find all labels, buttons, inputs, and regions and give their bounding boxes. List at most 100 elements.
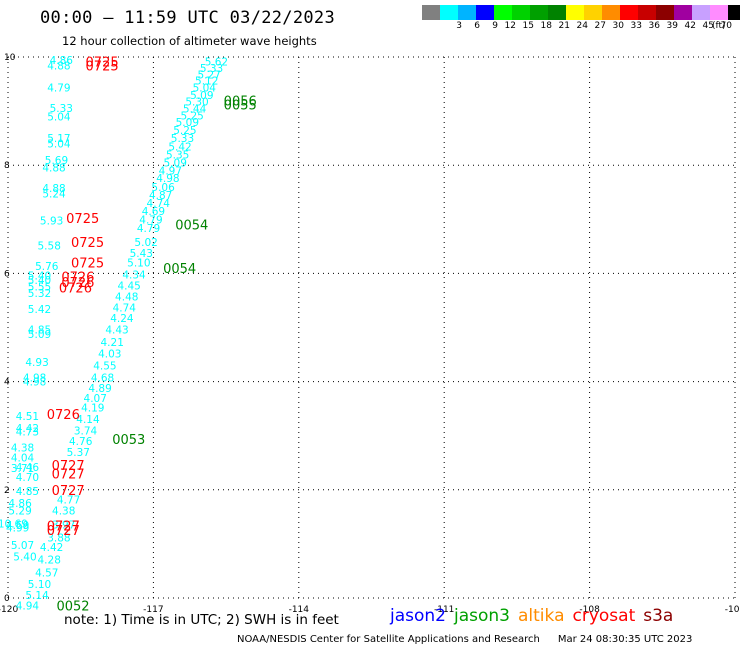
wave-height-value: 4.38 (52, 505, 75, 517)
legend-bin: 9 (476, 5, 498, 31)
wave-height-value: 4.99 (6, 523, 29, 535)
wave-height-value: 4.74 (147, 198, 171, 210)
legend-swatch (458, 5, 476, 20)
legend-label: 21 (558, 21, 570, 31)
x-tick-label: -117 (143, 605, 163, 615)
legend-bin: 42 (674, 5, 696, 31)
legend-bin: 3 (440, 5, 462, 31)
wave-height-value: 4.79 (137, 223, 160, 235)
satellite-jason3: jason3 (454, 606, 510, 626)
y-tick-label: 8 (4, 161, 10, 171)
legend-swatch (602, 5, 620, 20)
legend-swatch (566, 5, 584, 20)
wave-height-value: 5.33 (171, 133, 194, 145)
wave-height-value: 5.76 (35, 261, 59, 273)
wave-height-value: 10.69 (0, 518, 28, 530)
legend-label: 42 (684, 21, 696, 31)
page-title: 00:00 — 11:59 UTC 03/22/2023 (40, 8, 335, 28)
wave-height-value: 4.14 (76, 414, 100, 426)
pass-time-label: 0726 (61, 271, 94, 286)
wave-height-value: 4.77 (57, 495, 80, 507)
legend-bin: 24 (566, 5, 588, 31)
wave-height-value: 4.04 (11, 452, 35, 464)
legend-swatch (530, 5, 548, 20)
wave-height-value: 4.85 (16, 486, 39, 498)
pass-time-label: 0054 (163, 262, 196, 277)
wave-height-value: 4.57 (35, 568, 58, 580)
legend-label: 3 (456, 21, 462, 31)
wave-height-value: 4.42 (16, 423, 39, 435)
wave-height-value: 5.25 (173, 125, 196, 137)
wave-height-value: 3.88 (47, 532, 70, 544)
y-tick-label: 4 (4, 378, 10, 388)
wave-height-value: 4.85 (28, 325, 51, 337)
pass-time-label: 0727 (52, 484, 85, 499)
legend-label: 30 (612, 21, 624, 31)
wave-height-value: 5.37 (67, 447, 90, 459)
x-tick-label: -120 (0, 605, 18, 615)
wave-height-value: 4.73 (16, 426, 39, 438)
legend-label: 45 (702, 21, 714, 31)
legend-unit: (ft) (712, 21, 726, 31)
legend-swatch (728, 5, 740, 20)
legend-bin: 70 (710, 5, 732, 31)
pass-time-label: 0725 (86, 60, 119, 75)
wave-height-value: 5.93 (40, 215, 63, 227)
wave-height-value: 4.87 (149, 190, 172, 202)
legend-bin: 39 (656, 5, 678, 31)
legend-label: 6 (474, 21, 480, 31)
wave-height-value: 5.40 (28, 271, 51, 283)
wave-height-value: 4.74 (113, 302, 137, 314)
wave-height-value: 4.51 (16, 411, 39, 423)
wave-height-value: 4.93 (25, 357, 48, 369)
y-tick-label: 10 (4, 53, 16, 63)
wave-height-value: 4.94 (16, 601, 40, 613)
satellite-cryosat: cryosat (572, 606, 636, 626)
pass-time-labels: 0725072500560055005400540725072507250726… (47, 55, 257, 614)
pass-time-label: 0725 (66, 212, 99, 227)
wave-height-value: 5.30 (185, 96, 208, 108)
pass-time-label: 0055 (224, 99, 257, 114)
wave-height-value: 5.06 (151, 182, 175, 194)
legend-bin: 27 (584, 5, 606, 31)
x-tick-labels: -120 -117 -114 -111 -108 -105 (0, 605, 740, 615)
wave-height-value: 5.32 (28, 288, 51, 300)
wave-height-value: 5.07 (11, 540, 34, 552)
wave-height-value: 4.97 (159, 166, 182, 178)
wave-height-value: 5.12 (195, 75, 218, 87)
satellite-altika: altika (518, 606, 565, 626)
wave-height-value: 5.62 (205, 56, 228, 68)
wave-height-value: 5.17 (47, 133, 70, 145)
x-tick-label: -111 (434, 605, 454, 615)
pass-time-label: 0727 (52, 459, 85, 474)
wave-height-value: 5.29 (8, 505, 31, 517)
legend-swatch (692, 5, 710, 20)
wave-height-value: 4.48 (115, 292, 138, 304)
legend-label: 27 (594, 21, 606, 31)
wave-height-value: 4.19 (81, 403, 104, 415)
pass-time-label: 0726 (47, 408, 80, 423)
wave-height-value: 5.33 (50, 103, 73, 115)
legend-label: 18 (540, 21, 552, 31)
pass-time-label: 0054 (175, 219, 208, 234)
pass-time-label: 0726 (61, 276, 94, 291)
x-tick-label: -114 (289, 605, 310, 615)
legend-label: 36 (648, 21, 660, 31)
legend-bin: 12 (494, 5, 516, 31)
legend-bin: 45 (692, 5, 714, 31)
pass-time-label: 0727 (47, 524, 80, 539)
legend-bin: 30 (602, 5, 624, 31)
legend-swatch (656, 5, 674, 20)
wave-height-value: 3.71 (11, 463, 34, 475)
wave-height-value: 5.10 (127, 258, 150, 270)
wave-height-value: 5.04 (47, 139, 71, 151)
legend-swatch (548, 5, 566, 20)
wave-height-value: 5.24 (42, 188, 66, 200)
x-tick-label: -105 (725, 605, 740, 615)
wave-height-value: 5.35 (166, 149, 189, 161)
wave-height-value: 4.38 (11, 443, 34, 455)
generated-timestamp: Mar 24 08:30:35 UTC 2023 (557, 634, 693, 645)
wave-height-value: 4.86 (8, 498, 32, 510)
map-subtitle: 12 hour collection of altimeter wave hei… (62, 34, 317, 48)
